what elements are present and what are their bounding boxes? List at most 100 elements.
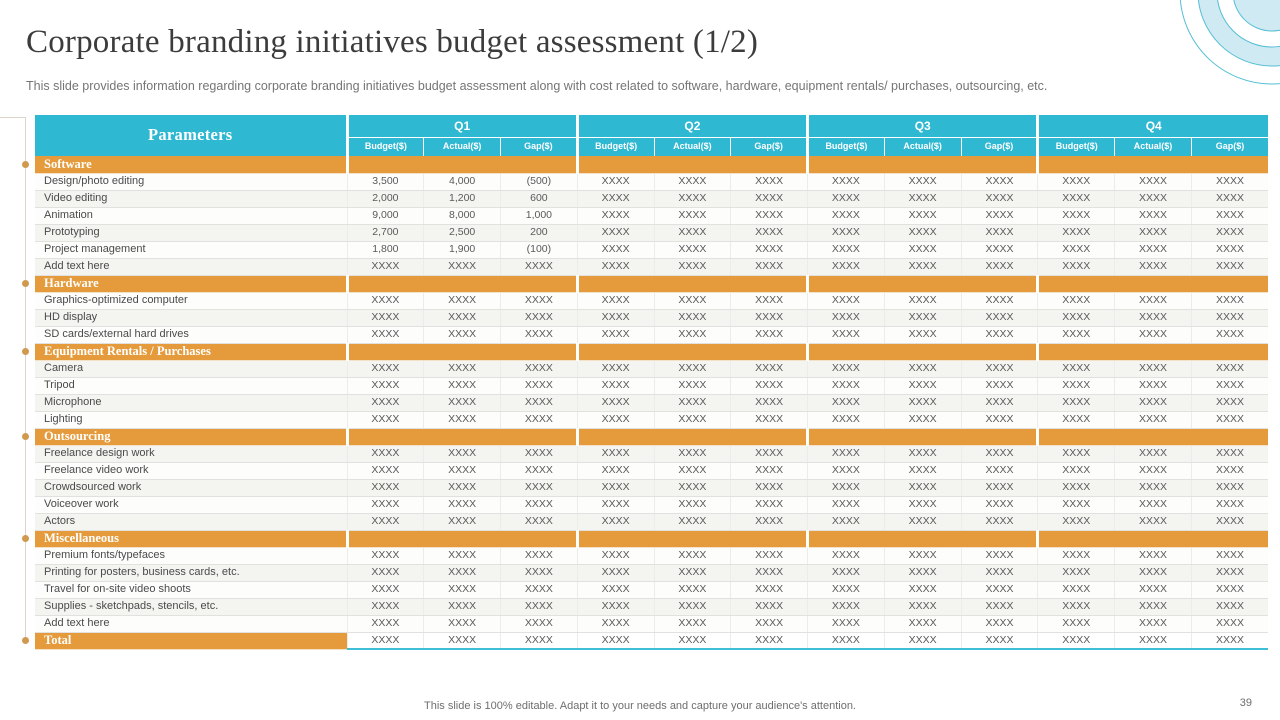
value-cell: XXXX: [576, 190, 655, 208]
value-cell: XXXX: [346, 411, 424, 429]
value-cell: XXXX: [653, 224, 731, 242]
table-row: Tripod XXXX XXXX XXXX XXXX XXXX XXXX XXXX XXXX XX…: [35, 377, 1269, 395]
value-cell: XXXX: [960, 207, 1038, 225]
value-cell: XXXX: [807, 496, 885, 514]
value-cell: XXXX: [730, 615, 808, 633]
section-marker-dot: [22, 535, 29, 542]
row-label-cell: Crowdsourced work: [35, 479, 347, 497]
value-cell: XXXX: [1114, 513, 1192, 531]
section-filler-cell: [1036, 343, 1269, 361]
value-cell: XXXX: [1114, 581, 1192, 599]
value-cell: XXXX: [346, 445, 424, 463]
total-value-cell: XXXX: [1114, 632, 1192, 650]
table-row: Prototyping 2,700 2,500 200 XXXX XXXX XXXX XXXX…: [35, 224, 1269, 242]
value-cell: XXXX: [1114, 564, 1192, 582]
value-cell: XXXX: [1114, 360, 1192, 378]
value-cell: XXXX: [1114, 462, 1192, 480]
value-cell: XXXX: [653, 377, 731, 395]
value-cell: XXXX: [883, 360, 962, 378]
value-cell: XXXX: [730, 496, 808, 514]
value-cell: XXXX: [807, 411, 885, 429]
value-cell: XXXX: [1190, 581, 1269, 599]
column-header-cell: Actual($): [653, 137, 731, 156]
value-cell: XXXX: [423, 479, 501, 497]
value-cell: XXXX: [730, 360, 808, 378]
value-cell: XXXX: [730, 411, 808, 429]
value-cell: XXXX: [807, 513, 885, 531]
value-cell: XXXX: [883, 241, 962, 259]
value-cell: XXXX: [1037, 224, 1115, 242]
table-row: Crowdsourced work XXXX XXXX XXXX XXXX XXXX XXX…: [35, 479, 1269, 497]
value-cell: XXXX: [1190, 360, 1269, 378]
value-cell: XXXX: [576, 581, 655, 599]
total-value-cell: XXXX: [1190, 632, 1269, 650]
value-cell: XXXX: [1190, 411, 1269, 429]
table-row: Add text here XXXX XXXX XXXX XXXX XXXX XXXX XXX…: [35, 615, 1269, 633]
value-cell: XXXX: [883, 224, 962, 242]
header-row-quarters: Parameters Q1 Q2 Q3 Q4: [35, 115, 1269, 156]
page-title: Corporate branding initiatives budget as…: [26, 24, 759, 60]
column-header-cell: Actual($): [1114, 137, 1192, 156]
value-cell: XXXX: [1114, 598, 1192, 616]
value-cell: XXXX: [1037, 479, 1115, 497]
value-cell: XXXX: [346, 547, 424, 565]
value-cell: XXXX: [730, 445, 808, 463]
value-cell: 600: [500, 190, 578, 208]
value-cell: 2,700: [346, 224, 424, 242]
value-cell: XXXX: [500, 479, 578, 497]
value-cell: XXXX: [960, 479, 1038, 497]
value-cell: XXXX: [960, 241, 1038, 259]
value-cell: XXXX: [1114, 309, 1192, 327]
value-cell: XXXX: [423, 496, 501, 514]
value-cell: XXXX: [807, 564, 885, 582]
value-cell: XXXX: [960, 190, 1038, 208]
value-cell: XXXX: [1190, 547, 1269, 565]
table-row: Travel for on-site video shoots XXXX XXXX X…: [35, 581, 1269, 599]
value-cell: XXXX: [1114, 173, 1192, 191]
value-cell: XXXX: [500, 445, 578, 463]
value-cell: XXXX: [576, 564, 655, 582]
value-cell: XXXX: [1037, 564, 1115, 582]
value-cell: XXXX: [500, 564, 578, 582]
value-cell: XXXX: [500, 326, 578, 344]
value-cell: XXXX: [730, 173, 808, 191]
value-cell: XXXX: [1190, 598, 1269, 616]
value-cell: XXXX: [653, 479, 731, 497]
value-cell: XXXX: [730, 292, 808, 310]
value-cell: XXXX: [423, 445, 501, 463]
value-cell: XXXX: [1114, 224, 1192, 242]
section-row: Software: [35, 156, 1269, 174]
value-cell: XXXX: [1190, 462, 1269, 480]
value-cell: XXXX: [653, 462, 731, 480]
section-marker-dot: [22, 348, 29, 355]
section-label-cell: Equipment Rentals / Purchases: [35, 343, 347, 361]
value-cell: XXXX: [653, 581, 731, 599]
value-cell: 2,000: [346, 190, 424, 208]
value-cell: XXXX: [423, 513, 501, 531]
value-cell: XXXX: [1037, 173, 1115, 191]
value-cell: XXXX: [576, 394, 655, 412]
table-row: Freelance design work XXXX XXXX XXXX XXXX XXX…: [35, 445, 1269, 463]
value-cell: XXXX: [653, 173, 731, 191]
section-filler-cell: [575, 530, 808, 548]
value-cell: XXXX: [883, 258, 962, 276]
value-cell: XXXX: [576, 445, 655, 463]
section-row: Equipment Rentals / Purchases: [35, 343, 1269, 361]
total-value-cell: XXXX: [653, 632, 731, 650]
value-cell: XXXX: [1037, 496, 1115, 514]
value-cell: XXXX: [346, 377, 424, 395]
table-row: Lighting XXXX XXXX XXXX XXXX XXXX XXXX XXXX XXXX…: [35, 411, 1269, 429]
value-cell: XXXX: [346, 462, 424, 480]
table-row: Animation 9,000 8,000 1,000 XXXX XXXX XXXX XXXX…: [35, 207, 1269, 225]
row-label-cell: Voiceover work: [35, 496, 347, 514]
section-filler-cell: [1036, 156, 1269, 174]
value-cell: XXXX: [1190, 479, 1269, 497]
value-cell: XXXX: [883, 547, 962, 565]
value-cell: XXXX: [730, 309, 808, 327]
value-cell: XXXX: [500, 598, 578, 616]
value-cell: XXXX: [423, 615, 501, 633]
value-cell: XXXX: [423, 377, 501, 395]
value-cell: XXXX: [730, 564, 808, 582]
value-cell: XXXX: [883, 377, 962, 395]
